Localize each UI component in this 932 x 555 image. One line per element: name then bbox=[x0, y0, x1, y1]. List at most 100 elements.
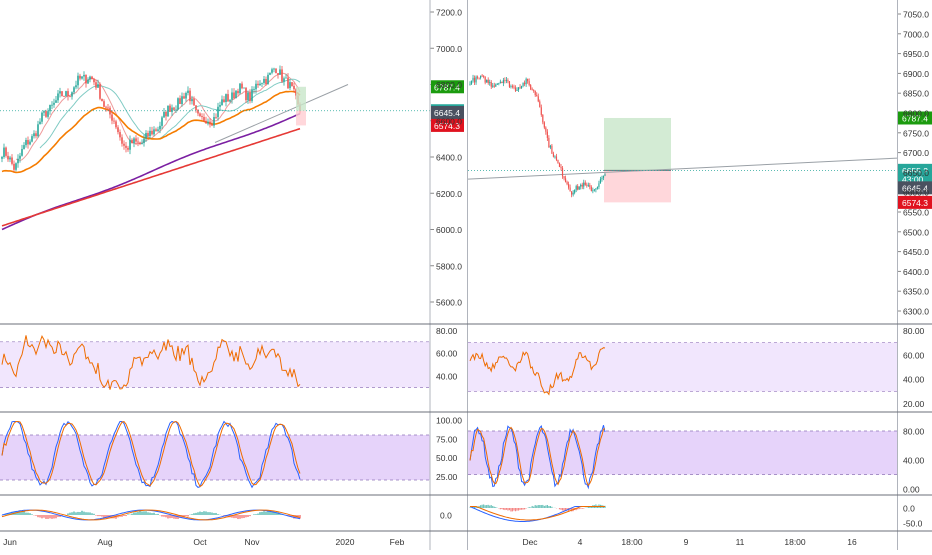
right-candle-body bbox=[527, 79, 528, 81]
left-rsi-band bbox=[0, 342, 430, 388]
left-macd-hist-bar bbox=[143, 511, 145, 515]
left-candle-body bbox=[229, 100, 231, 102]
left-candle-body bbox=[77, 76, 79, 86]
left-candle-body bbox=[245, 88, 247, 100]
left-macd-hist-bar bbox=[71, 512, 73, 515]
right-stoch-pane[interactable] bbox=[468, 425, 897, 487]
right-price-tick-label: 6600.0 bbox=[903, 188, 929, 198]
right-candle-body bbox=[580, 185, 581, 187]
right-macd-hist-bar bbox=[539, 505, 540, 508]
left-candle-body bbox=[143, 139, 145, 143]
right-x-tick-label: 16 bbox=[847, 537, 857, 547]
left-macd-pane[interactable] bbox=[1, 510, 301, 520]
left-candle-body bbox=[81, 76, 83, 78]
right-candle-body bbox=[497, 83, 498, 84]
right-stop-zone bbox=[604, 170, 671, 202]
left-macd-hist-bar bbox=[241, 515, 243, 518]
left-macd-hist-bar bbox=[239, 515, 241, 519]
left-macd-hist-bar bbox=[89, 512, 91, 515]
left-candle-body bbox=[213, 117, 215, 126]
left-macd-hist-bar bbox=[23, 511, 25, 515]
left-candle-body bbox=[239, 84, 241, 94]
right-macd-hist-bar bbox=[562, 508, 563, 510]
right-stoch-tick-label: 40.00 bbox=[903, 456, 925, 466]
left-candle-body bbox=[209, 122, 211, 125]
left-macd-hist-bar bbox=[87, 512, 89, 515]
left-x-tick-label: Nov bbox=[244, 537, 260, 547]
left-candle-body bbox=[115, 121, 117, 127]
right-candle-body bbox=[492, 86, 493, 87]
left-macd-hist-bar bbox=[245, 515, 247, 517]
left-macd-hist-bar bbox=[257, 514, 259, 515]
left-candle-body bbox=[287, 78, 289, 88]
left-candle-body bbox=[17, 159, 19, 163]
left-macd-hist-bar bbox=[243, 515, 245, 518]
left-x-tick-label: Jun bbox=[3, 537, 17, 547]
left-candle-body bbox=[55, 100, 57, 103]
left-macd-hist-bar bbox=[45, 515, 47, 519]
left-price-tick-label: 5600.0 bbox=[436, 298, 462, 308]
right-candle-body bbox=[592, 190, 593, 191]
right-macd-signal-line bbox=[470, 507, 605, 521]
left-stoch-pane[interactable] bbox=[0, 422, 430, 488]
left-candle-body bbox=[13, 164, 15, 170]
left-candle-body bbox=[83, 75, 85, 77]
right-candle-body bbox=[559, 163, 560, 167]
left-stoch-tick-label: 75.00 bbox=[436, 434, 458, 444]
left-candle-body bbox=[129, 140, 131, 150]
left-candle-body bbox=[127, 148, 129, 150]
left-rsi-tick-label: 60.00 bbox=[436, 349, 458, 359]
left-macd-hist-bar bbox=[25, 513, 27, 515]
right-macd-hist-bar bbox=[519, 508, 520, 510]
right-candle-body bbox=[516, 90, 517, 91]
left-macd-hist-bar bbox=[161, 515, 163, 517]
right-candle-body bbox=[554, 157, 555, 158]
right-rsi-tick-label: 60.00 bbox=[903, 350, 925, 360]
left-macd-hist-bar bbox=[39, 515, 41, 517]
right-candle-body bbox=[571, 191, 572, 194]
left-stoch-tick-label: 25.00 bbox=[436, 472, 458, 482]
right-macd-hist-bar bbox=[522, 508, 523, 510]
right-rsi-tick-label: 20.00 bbox=[903, 399, 925, 409]
right-macd-hist-bar bbox=[533, 507, 534, 508]
left-candle-body bbox=[89, 77, 91, 80]
left-stoch-tick-label: 100.00 bbox=[436, 416, 462, 426]
right-macd-hist-bar bbox=[492, 506, 493, 508]
left-candle-body bbox=[87, 80, 89, 84]
left-candle-body bbox=[261, 83, 263, 84]
left-candle-body bbox=[243, 88, 245, 89]
left-candle-body bbox=[147, 133, 149, 136]
right-macd-pane[interactable] bbox=[469, 504, 605, 521]
left-candle-body bbox=[113, 121, 115, 122]
right-macd-hist-bar bbox=[506, 508, 507, 510]
right-candle-body bbox=[566, 182, 567, 184]
right-macd-hist-bar bbox=[504, 508, 505, 510]
right-rsi-pane[interactable] bbox=[468, 343, 897, 395]
right-candle-body bbox=[538, 96, 539, 101]
right-macd-hist-bar bbox=[548, 506, 549, 508]
left-price-tick-label: 5800.0 bbox=[436, 261, 462, 271]
left-candle-body bbox=[5, 148, 7, 156]
left-candle-body bbox=[95, 82, 97, 87]
left-candle-body bbox=[199, 113, 201, 116]
right-candle-body bbox=[542, 115, 543, 122]
left-candle-body bbox=[109, 108, 111, 115]
right-candle-body bbox=[513, 87, 514, 88]
left-candle-body bbox=[179, 98, 181, 104]
left-macd-hist-bar bbox=[147, 512, 149, 515]
right-stoch-tick-label: 80.00 bbox=[903, 427, 925, 437]
right-candle-body bbox=[598, 183, 599, 187]
right-macd-hist-bar bbox=[512, 508, 513, 511]
left-rsi-pane[interactable] bbox=[0, 335, 430, 389]
right-price-tick-label: 7000.0 bbox=[903, 29, 929, 39]
left-candle-body bbox=[249, 93, 251, 102]
left-candle-body bbox=[105, 107, 107, 108]
left-candle-body bbox=[119, 132, 121, 137]
right-macd-hist-bar bbox=[510, 508, 511, 511]
right-target-zone bbox=[604, 118, 671, 170]
right-macd-hist-bar bbox=[583, 508, 584, 509]
